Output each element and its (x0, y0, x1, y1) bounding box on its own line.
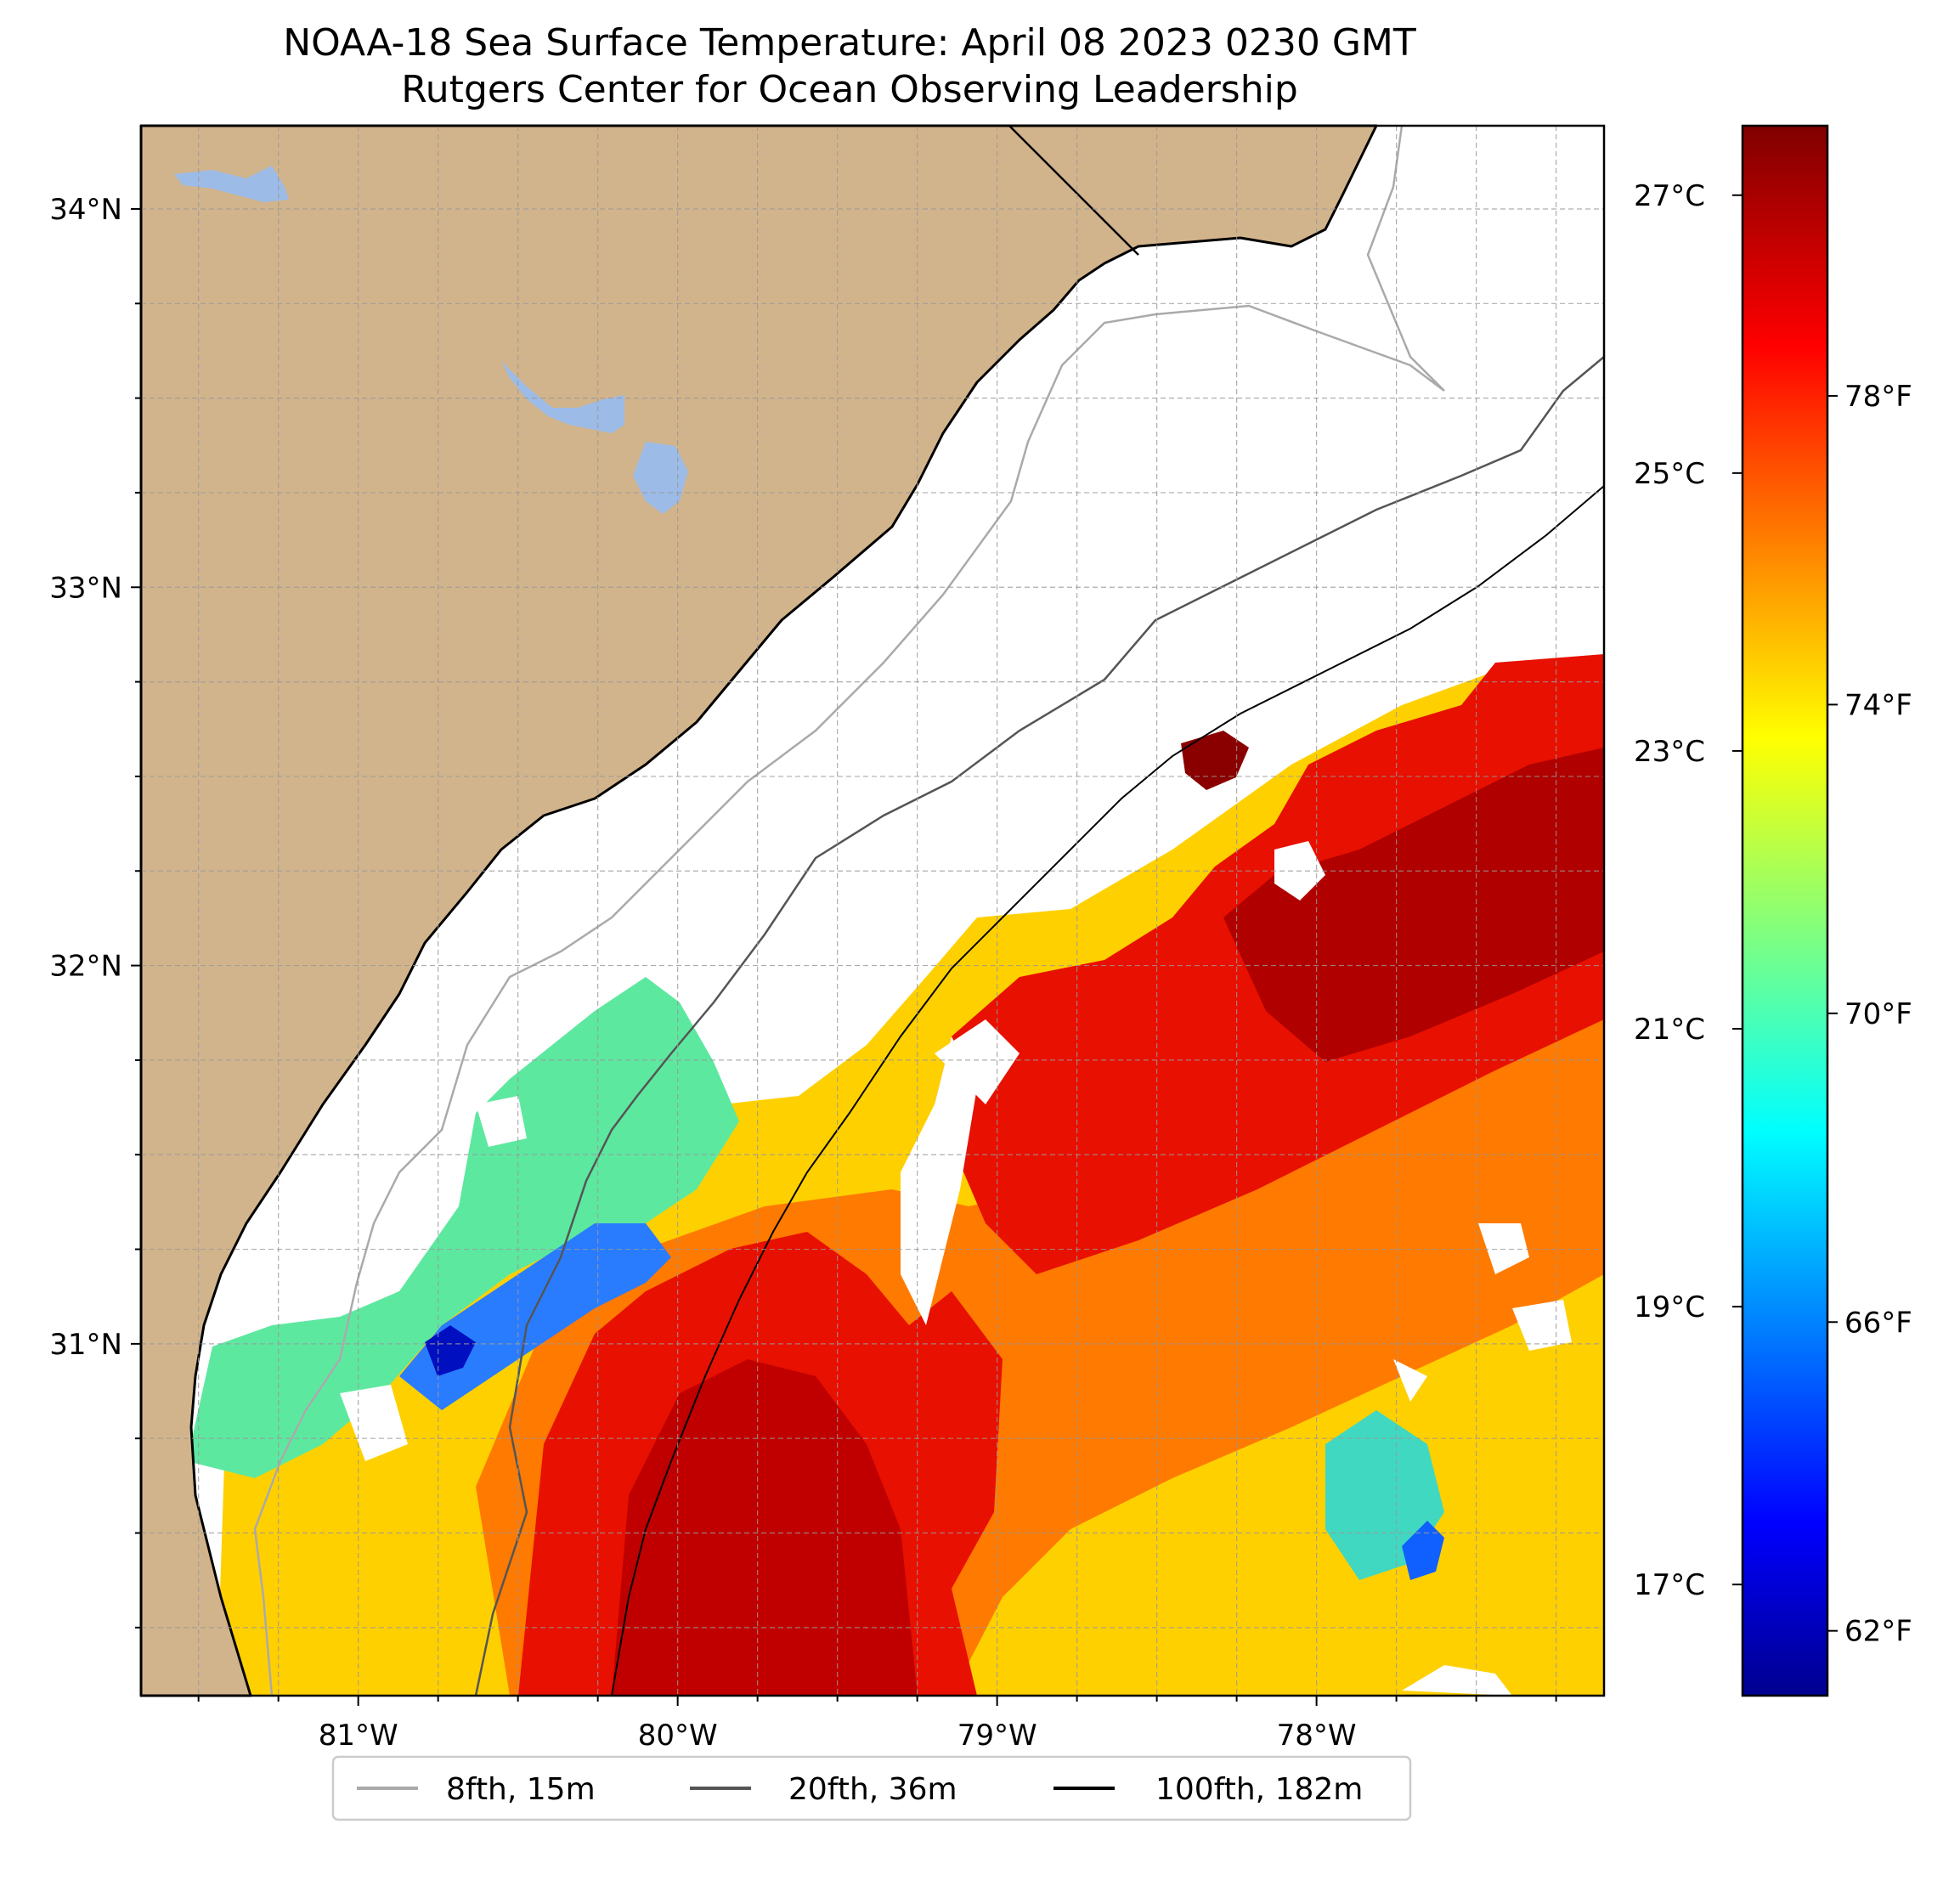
latitude-axis: 34°N 33°N 32°N 31°N (49, 193, 141, 1629)
state-boundary (1008, 125, 1139, 256)
lon-tick-label: 81°W (319, 1719, 398, 1753)
sst-offshore-blue (1402, 1521, 1444, 1580)
colorbar-celsius-label: 19°C (1634, 1290, 1705, 1324)
sst-dark-core-south (612, 1359, 918, 1696)
lake-moultrie (633, 442, 688, 514)
colorbar-celsius-label: 27°C (1634, 179, 1705, 213)
lat-tick-label: 31°N (49, 1328, 122, 1362)
colorbar-fahrenheit-label: 66°F (1844, 1306, 1912, 1340)
sst-hot-patch (1181, 731, 1249, 790)
lake-marion (501, 361, 624, 433)
colorbar-celsius-label: 25°C (1634, 457, 1705, 491)
colorbar-fahrenheit-scale: 62°F 66°F 70°F 74°F 78°F (1827, 380, 1912, 1649)
colorbar: 17°C 19°C 21°C 23°C 25°C 27°C 62°F 66°F 70°F 74°… (1634, 124, 1912, 1697)
lat-tick-label: 34°N (49, 193, 122, 227)
colorbar-celsius-scale: 17°C 19°C 21°C 23°C 25°C 27°C (1634, 179, 1743, 1602)
sst-dark-core (1223, 748, 1604, 1062)
colorbar-fahrenheit-label: 62°F (1844, 1615, 1912, 1649)
colorbar-fahrenheit-label: 70°F (1844, 997, 1912, 1031)
lake-upper (174, 166, 289, 202)
lon-tick-label: 80°W (638, 1719, 718, 1753)
colorbar-celsius-label: 21°C (1634, 1013, 1705, 1047)
sst-shelf-deepblue (425, 1325, 476, 1376)
lat-tick-label: 33°N (49, 571, 122, 605)
legend-label-20fth: 20fth, 36m (788, 1772, 957, 1807)
lat-tick-label: 32°N (49, 950, 122, 984)
map-panel (139, 124, 1606, 1697)
contour-8fth (253, 125, 1445, 1697)
map-title-line1: NOAA-18 Sea Surface Temperature: April 0… (283, 21, 1416, 65)
contour-20fth (474, 356, 1605, 1697)
colorbar-fahrenheit-label: 74°F (1844, 688, 1912, 722)
longitude-axis: 81°W 80°W 79°W 78°W (197, 1696, 1557, 1753)
colorbar-celsius-label: 23°C (1634, 735, 1705, 769)
legend-label-100fth: 100fth, 182m (1155, 1772, 1363, 1807)
colorbar-gradient (1741, 124, 1829, 1697)
contour-legend: 8fth, 15m 20fth, 36m 100fth, 182m (331, 1755, 1412, 1821)
sst-shelf-cool (187, 977, 739, 1478)
colorbar-celsius-label: 17°C (1634, 1568, 1705, 1602)
map-title-line2: Rutgers Center for Ocean Observing Leade… (401, 68, 1298, 111)
legend-label-8fth: 8fth, 15m (446, 1772, 596, 1807)
legend-box (331, 1755, 1412, 1821)
map-frame (139, 124, 1606, 1697)
lon-tick-label: 78°W (1277, 1719, 1357, 1753)
no-data-gaps (340, 841, 1572, 1696)
lon-tick-label: 79°W (957, 1719, 1037, 1753)
sst-shelf-blue (399, 1223, 671, 1410)
contour-100fth (611, 485, 1605, 1697)
colorbar-fahrenheit-label: 78°F (1844, 380, 1912, 414)
graticule (141, 126, 1604, 1696)
